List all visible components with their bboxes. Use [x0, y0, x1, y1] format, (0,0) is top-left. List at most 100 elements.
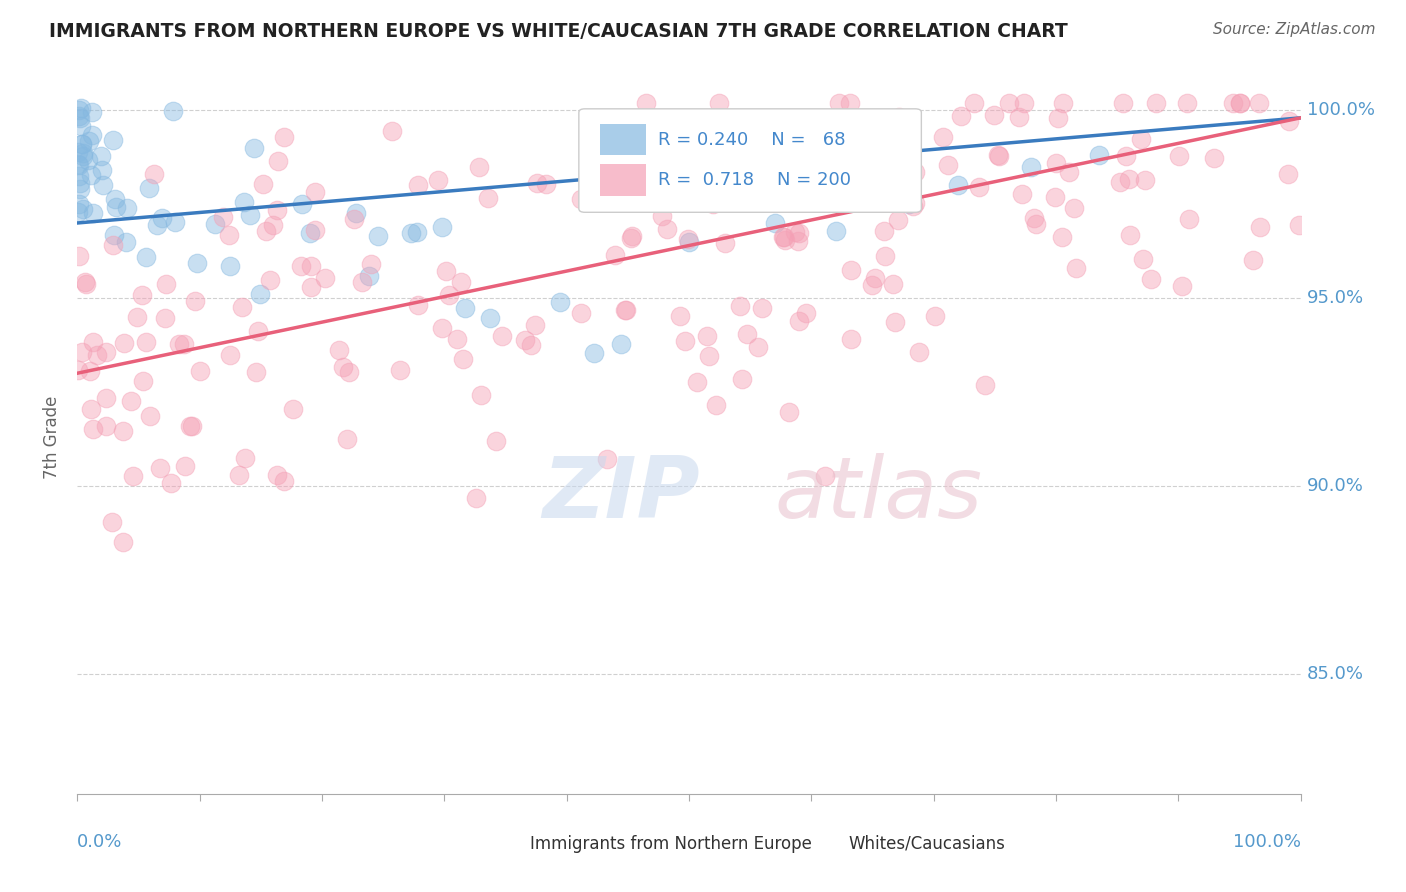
Point	[1144, 95, 1167, 110]
Point	[82, 128, 104, 142]
Point	[814, 469, 837, 483]
Point	[138, 409, 160, 423]
Point	[67, 158, 90, 172]
Point	[1202, 151, 1225, 165]
Point	[336, 432, 359, 446]
Point	[138, 180, 160, 194]
Text: 100.0%: 100.0%	[1233, 833, 1301, 851]
Point	[188, 364, 211, 378]
Text: R =  0.718    N = 200: R = 0.718 N = 200	[658, 171, 852, 189]
Point	[887, 212, 910, 227]
Point	[987, 149, 1010, 163]
Point	[731, 372, 754, 386]
Text: atlas: atlas	[775, 452, 983, 536]
Point	[67, 103, 90, 118]
Point	[1229, 95, 1251, 110]
Point	[96, 391, 118, 405]
Point	[583, 345, 606, 359]
Point	[67, 145, 90, 160]
Point	[747, 340, 769, 354]
Point	[135, 250, 157, 264]
Bar	[599, 164, 647, 196]
Point	[186, 256, 208, 270]
Point	[1175, 95, 1198, 110]
Point	[616, 192, 638, 206]
Point	[80, 104, 103, 119]
Point	[299, 227, 322, 241]
Point	[259, 273, 281, 287]
Point	[121, 468, 143, 483]
Point	[304, 223, 326, 237]
Point	[794, 305, 817, 319]
Point	[179, 419, 201, 434]
Point	[434, 264, 457, 278]
Point	[101, 237, 124, 252]
Point	[112, 335, 135, 350]
Point	[686, 376, 709, 390]
Point	[90, 149, 112, 163]
Point	[1140, 271, 1163, 285]
Point	[131, 288, 153, 302]
Point	[860, 277, 883, 292]
Point	[1249, 220, 1271, 235]
Point	[70, 119, 93, 133]
Point	[669, 309, 692, 323]
Point	[904, 165, 927, 179]
Point	[314, 270, 336, 285]
Point	[1064, 261, 1087, 276]
Point	[165, 215, 187, 229]
Point	[233, 451, 256, 466]
Point	[811, 131, 834, 145]
Point	[104, 192, 127, 206]
Point	[534, 177, 557, 191]
Point	[254, 224, 277, 238]
Point	[1012, 95, 1035, 110]
Point	[72, 149, 94, 163]
Text: Source: ZipAtlas.com: Source: ZipAtlas.com	[1212, 22, 1375, 37]
Text: 85.0%: 85.0%	[1306, 665, 1364, 682]
Point	[998, 95, 1021, 110]
Point	[548, 295, 571, 310]
Point	[851, 183, 873, 197]
Point	[249, 286, 271, 301]
Point	[491, 329, 513, 343]
Point	[883, 315, 905, 329]
Point	[245, 365, 267, 379]
Point	[634, 95, 657, 110]
Point	[613, 303, 636, 318]
Point	[70, 137, 93, 152]
Point	[838, 95, 860, 110]
FancyBboxPatch shape	[579, 109, 921, 212]
Point	[114, 235, 136, 250]
Text: Immigrants from Northern Europe: Immigrants from Northern Europe	[530, 835, 811, 853]
Point	[204, 217, 226, 231]
Point	[82, 335, 104, 350]
Point	[697, 349, 720, 363]
Point	[1288, 218, 1310, 232]
Point	[932, 130, 955, 145]
Point	[304, 185, 326, 199]
Bar	[494, 821, 524, 847]
Point	[1045, 155, 1067, 169]
Point	[427, 173, 450, 187]
Point	[787, 314, 810, 328]
Point	[80, 401, 103, 416]
Point	[94, 345, 117, 359]
Point	[266, 202, 288, 217]
Point	[446, 332, 468, 346]
Point	[787, 235, 810, 249]
Point	[1278, 114, 1301, 128]
Point	[266, 468, 288, 483]
Point	[281, 402, 304, 417]
Point	[827, 95, 849, 110]
Point	[860, 170, 883, 185]
Point	[620, 231, 643, 245]
Point	[155, 277, 177, 292]
Point	[430, 321, 453, 335]
Point	[1177, 212, 1199, 227]
Point	[873, 224, 896, 238]
Point	[1047, 111, 1070, 125]
Point	[76, 153, 98, 168]
Point	[160, 476, 183, 491]
Bar	[811, 821, 842, 847]
